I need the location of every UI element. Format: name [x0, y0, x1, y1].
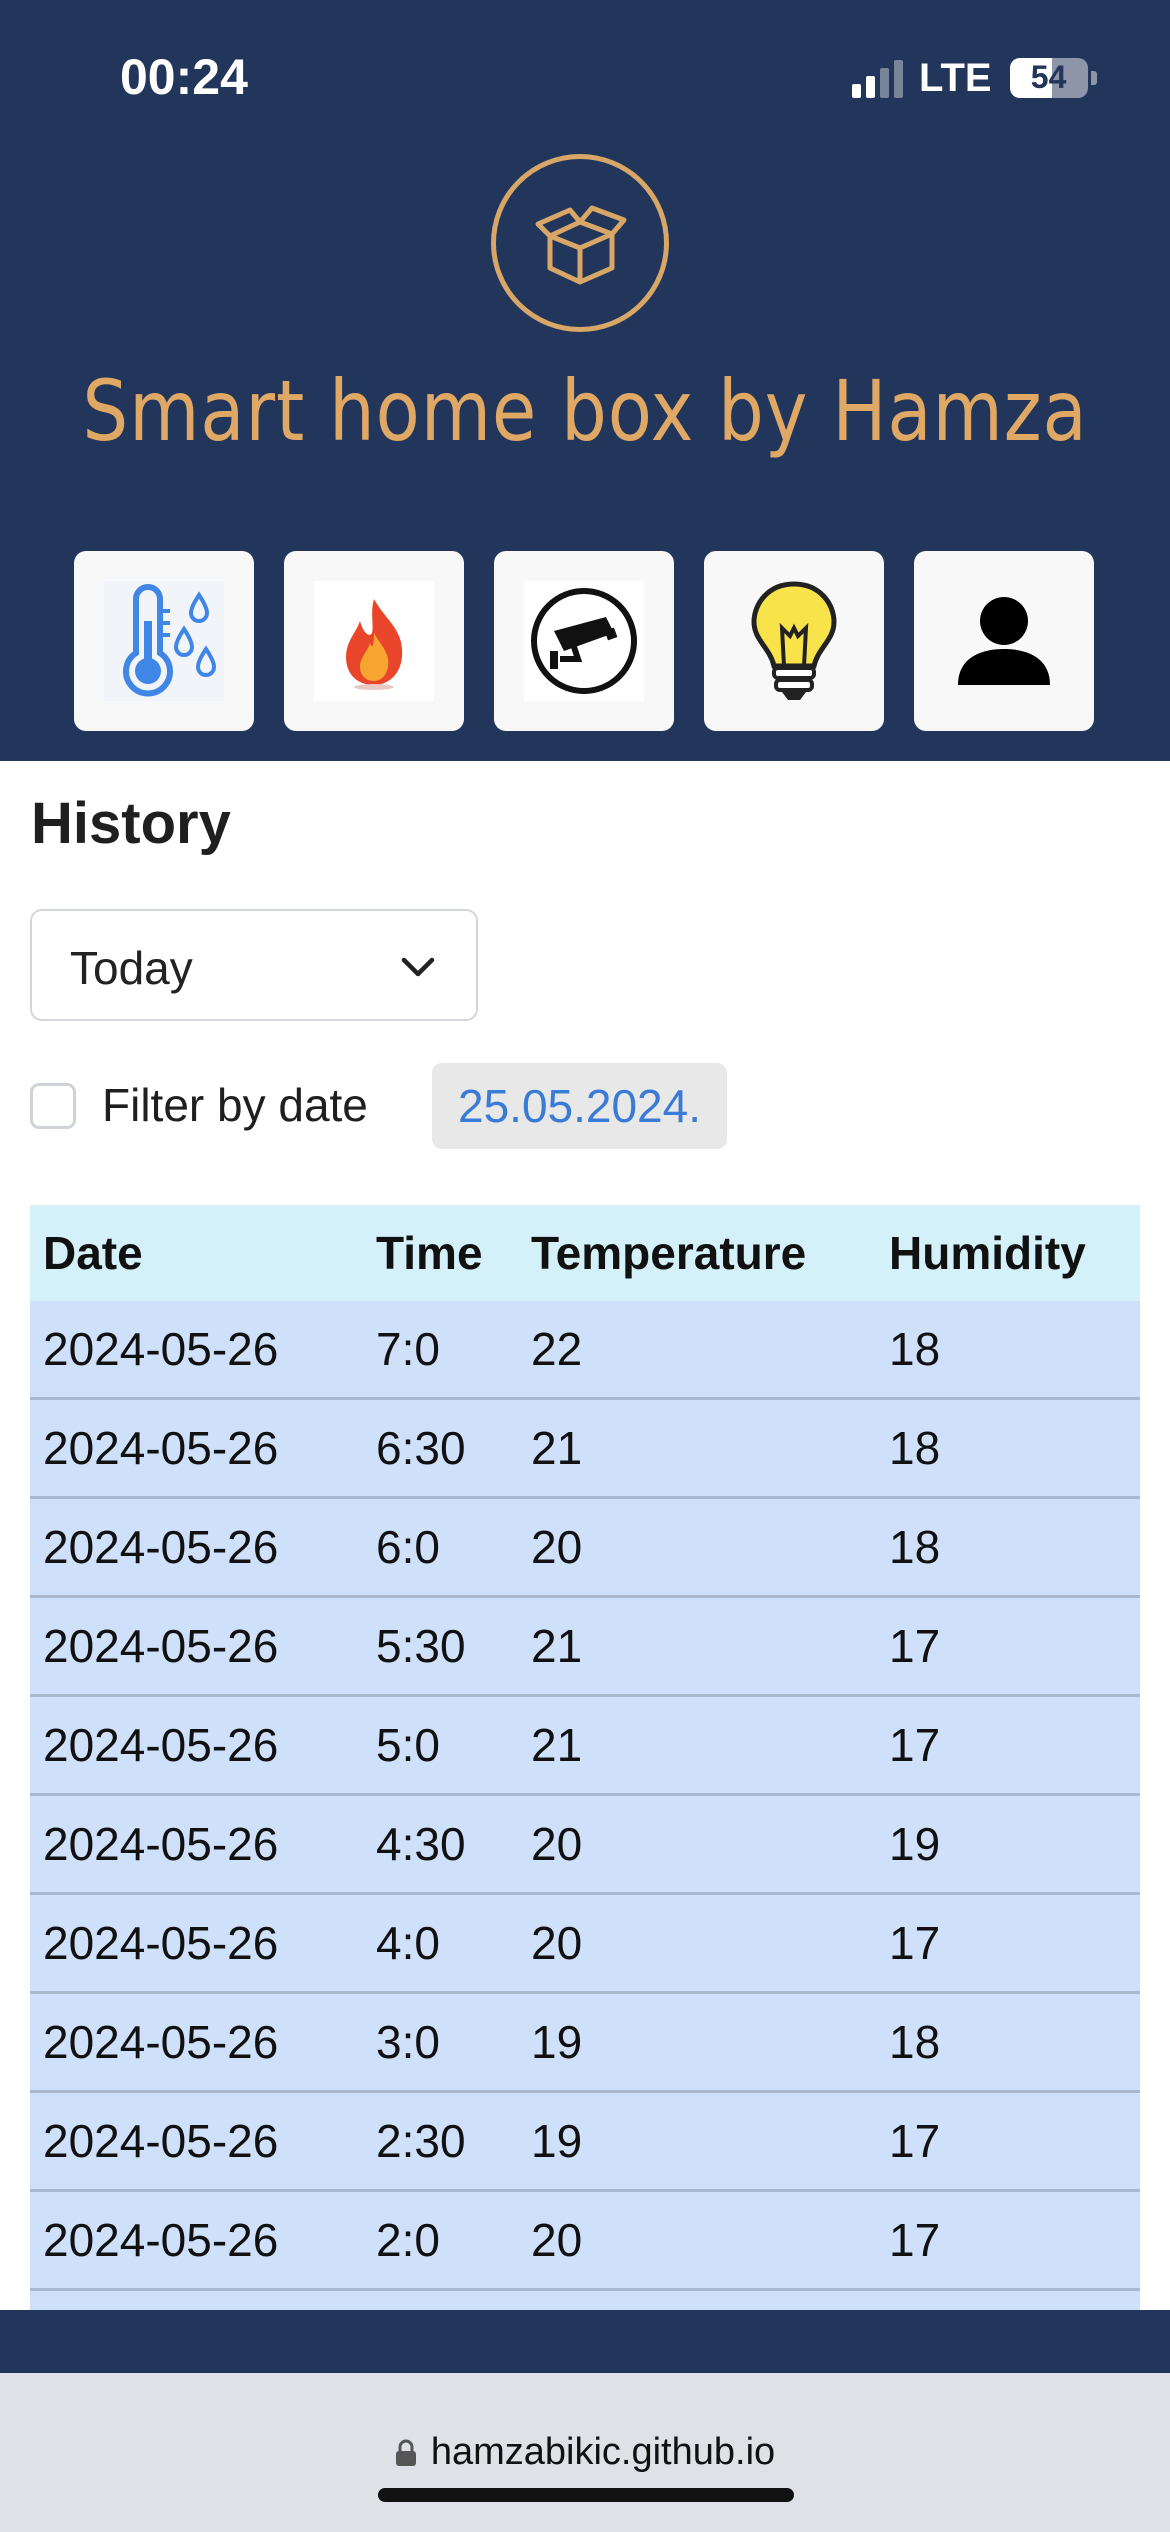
table-row: 2024-05-26 7:0 22 18	[30, 1301, 1140, 1399]
table-header-row: Date Time Temperature Humidity	[30, 1205, 1140, 1301]
cell-time: 5:0	[363, 1694, 518, 1795]
cell-time: 5:30	[363, 1595, 518, 1696]
column-header-date: Date	[30, 1205, 363, 1301]
app-header: 00:24 LTE 54 Smart home box by Hamza	[0, 0, 1170, 761]
cell-date: 2024-05-26	[30, 1694, 363, 1795]
table-row: 2024-05-26 2:30 19 17	[30, 2090, 1140, 2191]
battery-level: 54	[1030, 59, 1067, 95]
cell-temperature: 19	[518, 1991, 876, 2092]
cell-date: 2024-05-26	[30, 2090, 363, 2191]
cell-temperature: 20	[518, 1496, 876, 1597]
cell-temperature: 20	[518, 2189, 876, 2290]
cell-humidity: 18	[876, 1991, 1140, 2092]
battery-icon: 54	[1009, 58, 1088, 98]
filter-by-date-checkbox[interactable]	[30, 1083, 76, 1129]
table-row: 2024-05-26 6:0 20 18	[30, 1496, 1140, 1597]
signal-icon	[852, 58, 903, 98]
table-row: 2024-05-26 6:30 21 18	[30, 1397, 1140, 1498]
chevron-down-icon	[401, 957, 435, 977]
browser-url-bar[interactable]: hamzabikic.github.io	[0, 2373, 1170, 2532]
cell-date: 2024-05-26	[30, 1991, 363, 2092]
date-picker[interactable]: 25.05.2024.	[432, 1063, 728, 1149]
status-indicators: LTE 54	[852, 54, 1097, 102]
cell-date: 2024-05-26	[30, 1496, 363, 1597]
table-row: 2024-05-26 2:0 20 17	[30, 2189, 1140, 2290]
url-text: hamzabikic.github.io	[430, 2431, 776, 2473]
lock-icon	[395, 2439, 416, 2466]
cell-humidity: 18	[876, 1301, 1140, 1399]
cell-time: 7:0	[363, 1301, 518, 1399]
battery-tip	[1090, 71, 1097, 85]
cell-humidity: 17	[876, 2090, 1140, 2191]
cell-humidity: 17	[876, 1694, 1140, 1795]
tile-lighting[interactable]	[704, 551, 884, 731]
open-box-icon	[535, 205, 627, 285]
cell-temperature: 21	[518, 1595, 876, 1696]
nav-tiles	[74, 551, 1094, 731]
user-icon	[958, 597, 1050, 685]
tile-profile[interactable]	[914, 551, 1094, 731]
table-row: 2024-05-26 4:0 20 17	[30, 1892, 1140, 1993]
cell-humidity: 17	[876, 2189, 1140, 2290]
footer-band	[0, 2310, 1170, 2373]
cell-date: 2024-05-26	[30, 1397, 363, 1498]
cell-date: 2024-05-26	[30, 1793, 363, 1894]
filter-row: Filter by date 25.05.2024.	[30, 1061, 1130, 1151]
cell-temperature: 19	[518, 2090, 876, 2191]
flame-icon	[314, 581, 434, 701]
brand-title: Smart home box by Hamza	[82, 362, 1088, 460]
column-header-temperature: Temperature	[518, 1205, 876, 1301]
table-row: 2024-05-26 5:0 21 17	[30, 1694, 1140, 1795]
cctv-camera-icon	[524, 581, 644, 701]
cell-time: 6:0	[363, 1496, 518, 1597]
cell-time: 4:30	[363, 1793, 518, 1894]
column-header-time: Time	[363, 1205, 518, 1301]
cell-humidity: 17	[876, 1595, 1140, 1696]
cell-time: 2:30	[363, 2090, 518, 2191]
cell-date: 2024-05-26	[30, 1892, 363, 1993]
table-row: 2024-05-26 3:0 19 18	[30, 1991, 1140, 2092]
period-select[interactable]: Today	[30, 909, 478, 1021]
cell-humidity: 18	[876, 1397, 1140, 1498]
status-time: 00:24	[120, 49, 248, 105]
light-bulb-icon	[751, 581, 837, 700]
filter-by-date-label[interactable]: Filter by date	[102, 1079, 368, 1131]
table-row: 2024-05-26 4:30 20 19	[30, 1793, 1140, 1894]
column-header-humidity: Humidity	[876, 1205, 1140, 1301]
tile-fire[interactable]	[284, 551, 464, 731]
cell-temperature: 22	[518, 1301, 876, 1399]
cell-date: 2024-05-26	[30, 1301, 363, 1399]
cell-time: 4:0	[363, 1892, 518, 1993]
cell-temperature: 20	[518, 1892, 876, 1993]
home-indicator[interactable]	[378, 2488, 794, 2502]
network-label: LTE	[919, 55, 992, 100]
cell-humidity: 17	[876, 1892, 1140, 1993]
cell-temperature: 20	[518, 1793, 876, 1894]
cell-temperature: 21	[518, 1694, 876, 1795]
cell-date: 2024-05-26	[30, 2189, 363, 2290]
cell-humidity: 19	[876, 1793, 1140, 1894]
period-select-value: Today	[70, 942, 193, 994]
thermometer-drops-icon	[104, 581, 224, 701]
cell-time: 3:0	[363, 1991, 518, 2092]
history-table: Date Time Temperature Humidity 2024-05-2…	[30, 1205, 1140, 2315]
cell-time: 2:0	[363, 2189, 518, 2290]
table-row: 2024-05-26 5:30 21 17	[30, 1595, 1140, 1696]
cell-temperature: 21	[518, 1397, 876, 1498]
cell-time: 6:30	[363, 1397, 518, 1498]
tile-security-camera[interactable]	[494, 551, 674, 731]
url-display[interactable]: hamzabikic.github.io	[0, 2431, 1170, 2474]
tile-temperature-humidity[interactable]	[74, 551, 254, 731]
logo[interactable]	[491, 154, 669, 332]
history-title: History	[31, 791, 231, 856]
cell-date: 2024-05-26	[30, 1595, 363, 1696]
cell-humidity: 18	[876, 1496, 1140, 1597]
